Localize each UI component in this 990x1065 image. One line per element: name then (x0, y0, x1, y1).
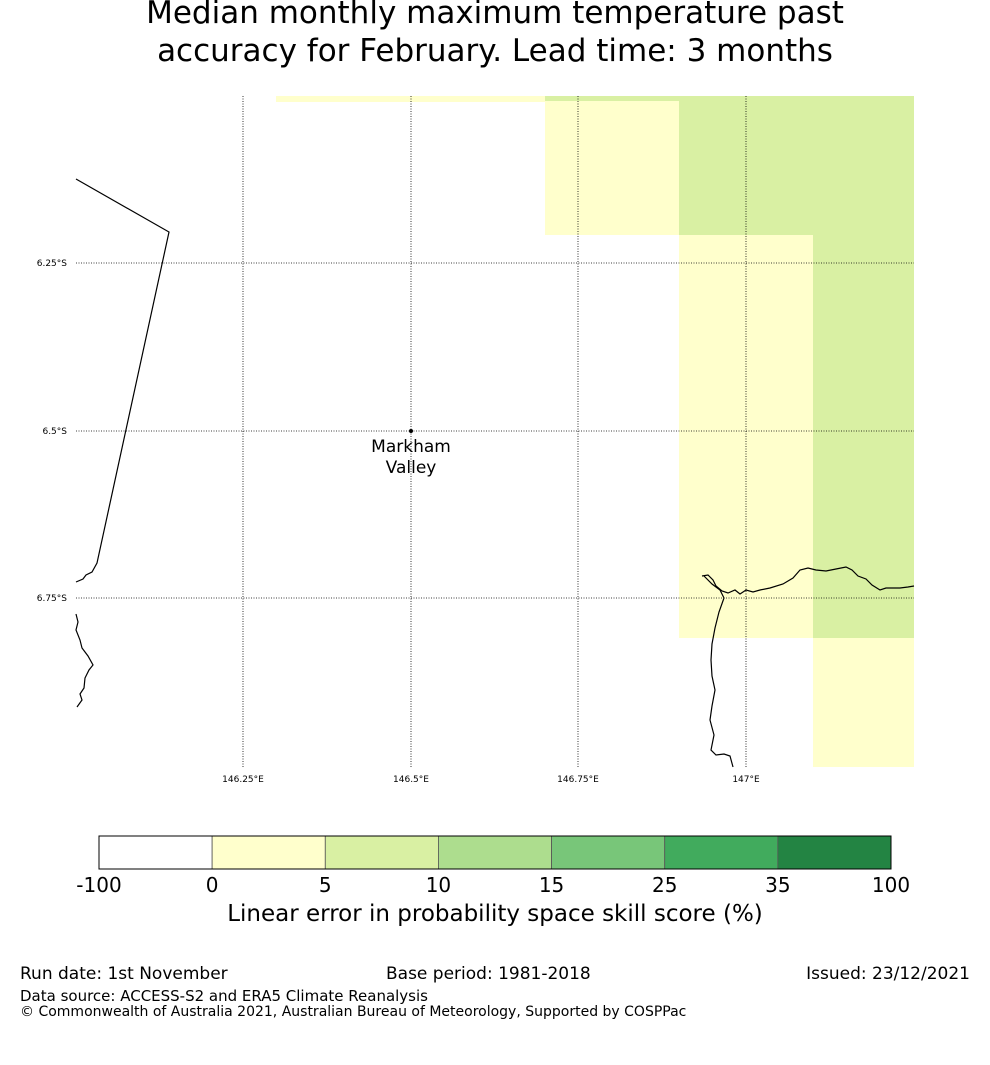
colorbar-title: Linear error in probability space skill … (227, 901, 763, 927)
colorbar-tick-label: 10 (425, 873, 452, 897)
colorbar-segment (664, 835, 779, 870)
colorbar (98, 835, 892, 870)
colorbar-segment (551, 835, 666, 870)
grid-cell (679, 96, 914, 235)
colorbar-tick-label: 15 (538, 873, 565, 897)
lon-label-146-75: 146.75°E (557, 775, 599, 785)
colorbar-tick-label: -100 (76, 873, 122, 897)
colorbar-tick-label: 0 (205, 873, 219, 897)
coastline-east (701, 566, 915, 595)
skill-grid-cells (276, 96, 914, 767)
lat-label-6-5: 6.5°S (42, 427, 67, 437)
coastlines (75, 178, 915, 768)
base-period: Base period: 1981-2018 (386, 964, 591, 984)
colorbar-tick-label: 100 (871, 873, 911, 897)
map-title-line-2: accuracy for February. Lead time: 3 mont… (157, 33, 833, 69)
grid-cell (813, 638, 914, 767)
colorbar-segment (438, 835, 552, 870)
grid-cell (545, 101, 679, 235)
run-date: Run date: 1st November (20, 964, 228, 984)
data-source: Data source: ACCESS-S2 and ERA5 Climate … (20, 987, 428, 1005)
colorbar-segment (777, 835, 892, 870)
colorbar-tick-label: 5 (318, 873, 332, 897)
lon-label-147: 147°E (732, 775, 760, 785)
lon-label-146-25: 146.25°E (222, 775, 264, 785)
province-boundary (75, 178, 170, 583)
lat-label-6-25: 6.25°S (37, 259, 68, 269)
map-title: Median monthly maximum temperature past … (0, 0, 990, 70)
copyright: © Commonwealth of Australia 2021, Austra… (20, 1004, 687, 1020)
markham-valley-marker (409, 429, 413, 433)
coastline-west (75, 613, 94, 708)
place-label-line-1: Markham (371, 437, 451, 457)
colorbar-tick-label: 25 (651, 873, 678, 897)
lat-label-6-75: 6.75°S (37, 594, 68, 604)
lon-label-146-5: 146.5°E (393, 775, 429, 785)
place-label-line-2: Valley (386, 458, 437, 478)
issued-date: Issued: 23/12/2021 (806, 964, 970, 984)
map-title-line-1: Median monthly maximum temperature past (146, 0, 844, 31)
grid-cell (545, 96, 679, 102)
colorbar-outline (98, 835, 892, 870)
colorbar-segment (211, 835, 326, 870)
river (703, 575, 734, 768)
colorbar-segment (324, 835, 439, 870)
colorbar-segment (98, 835, 213, 870)
colorbar-tick-label: 35 (765, 873, 791, 897)
